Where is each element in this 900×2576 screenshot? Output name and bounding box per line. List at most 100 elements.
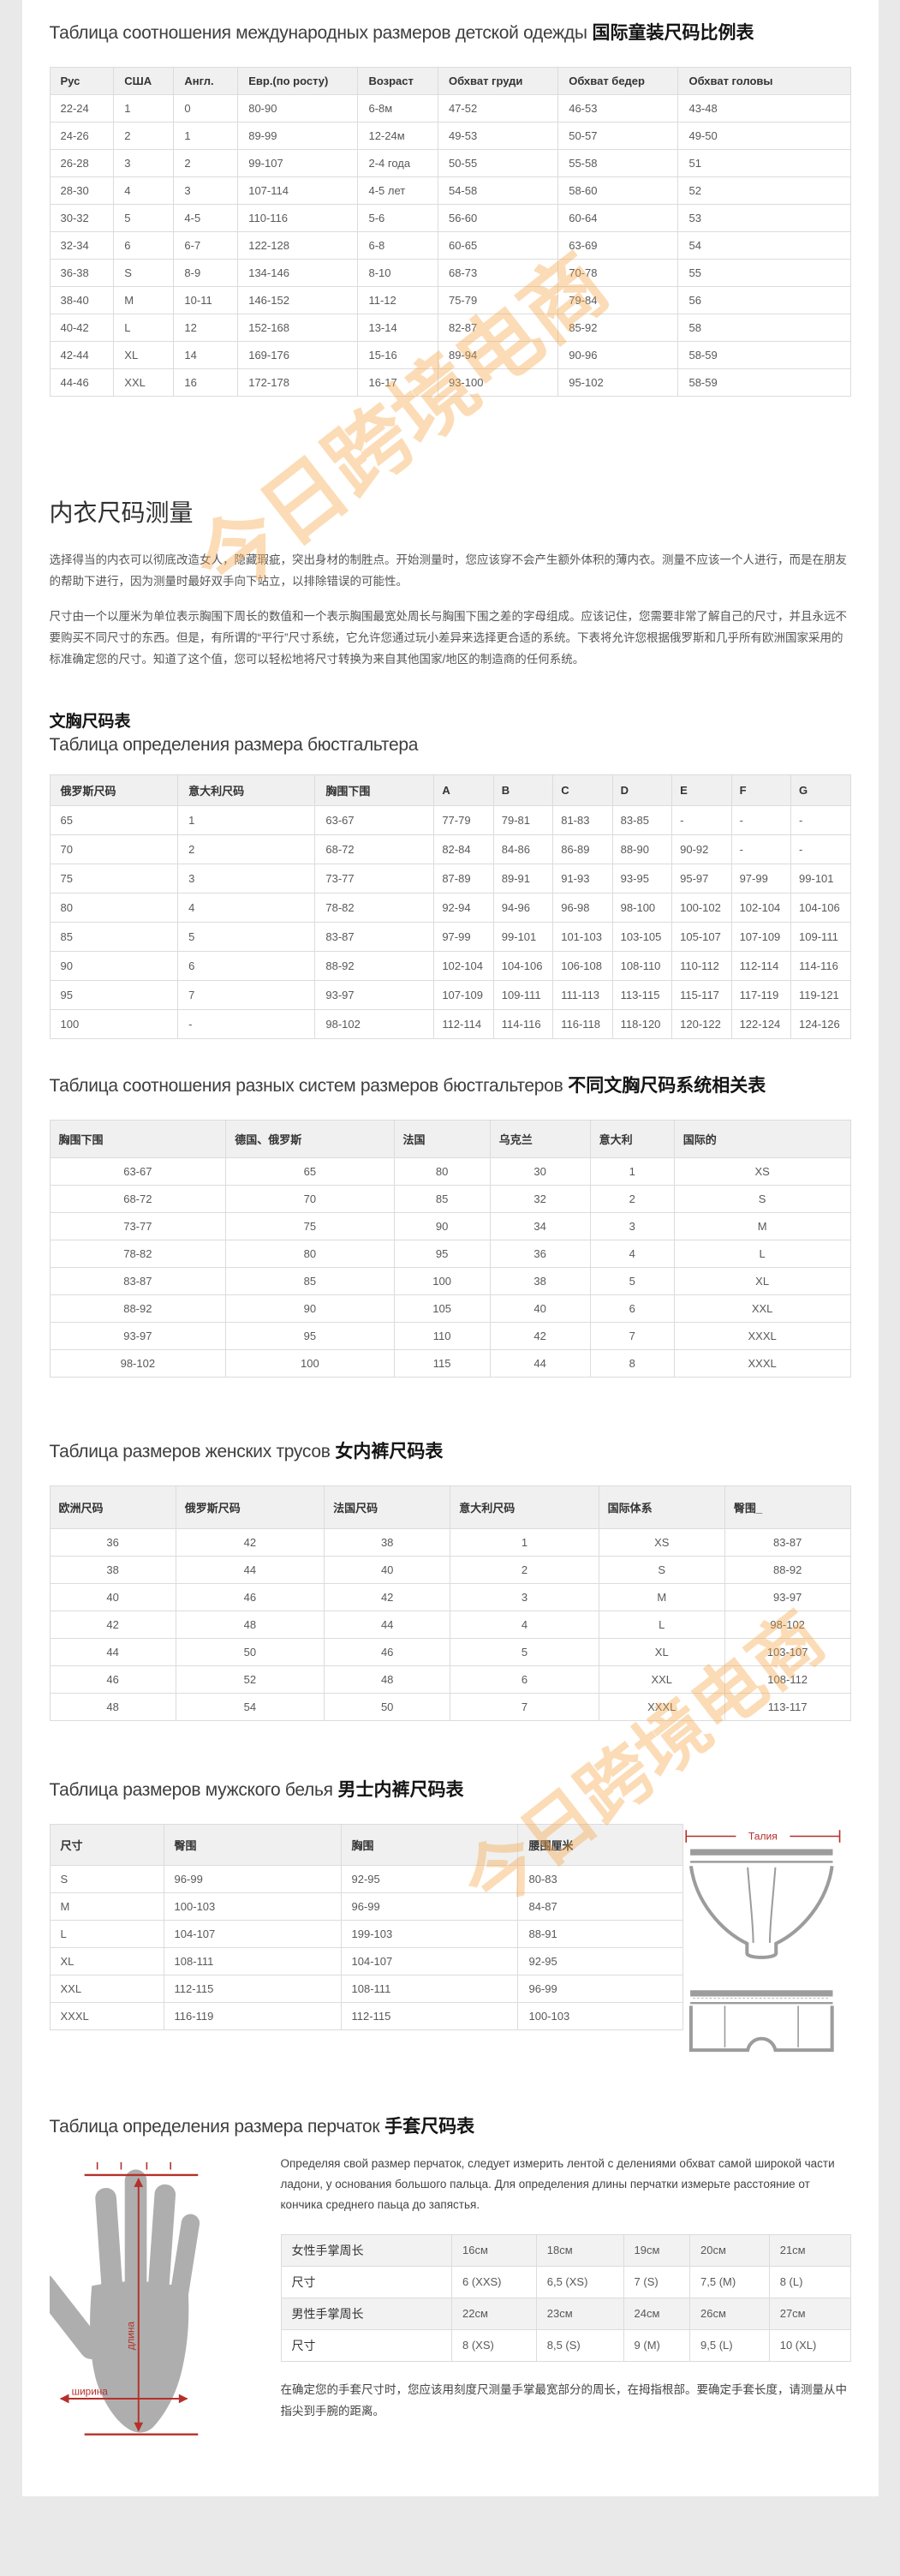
table-row: 93-97 95 110 42 7 XXXL <box>49 1322 851 1350</box>
table-row: 男性手掌周长 22см 23см 24см 26см 27см <box>280 2297 851 2330</box>
cell: 26-28 <box>49 149 115 177</box>
table-row: 73-77 75 90 34 3 M <box>49 1212 851 1240</box>
cell: 4 <box>113 176 175 205</box>
table-row: 42 48 44 4 L 98-102 <box>49 1611 851 1639</box>
cell: 112-115 <box>340 2002 519 2030</box>
cell: 54 <box>677 231 851 260</box>
cell: 90 <box>49 951 179 981</box>
row-label: 尺寸 <box>280 2328 452 2362</box>
cell: 81-83 <box>552 805 613 835</box>
cell: 96-98 <box>552 893 613 923</box>
cell: S <box>673 1185 851 1213</box>
cell: 109-111 <box>790 922 851 952</box>
cell: 49-50 <box>677 122 851 150</box>
cell: 134-146 <box>237 259 359 287</box>
column-header: США <box>113 67 175 95</box>
cell: 3 <box>450 1583 599 1611</box>
hand-measure-diagram: длина ширина <box>49 2161 200 2436</box>
table-row: 38-40 M 10-11 146-152 11-12 75-79 79-84 56 <box>49 286 851 314</box>
table-row: 40 46 42 3 M 93-97 <box>49 1583 851 1611</box>
cell: XL <box>113 341 175 369</box>
column-header: 臀围_ <box>724 1485 851 1529</box>
cell: 103-105 <box>611 922 673 952</box>
cell: 104-106 <box>492 951 554 981</box>
column-header: 俄罗斯尺码 <box>49 774 179 806</box>
column-header: Возраст <box>357 67 438 95</box>
cell: 80 <box>49 893 179 923</box>
kids-title-zh: 国际童装尺码比例表 <box>592 23 754 43</box>
cell: 146-152 <box>237 286 359 314</box>
cell: 34 <box>489 1212 591 1240</box>
cell: 80-90 <box>237 94 359 123</box>
table-row: 80 4 78-82 92-94 94-96 96-98 98-100 100-102 102-… <box>49 893 851 923</box>
cell: 86-89 <box>552 834 613 864</box>
cell: 7,5 (M) <box>689 2265 770 2298</box>
cell: 5 <box>589 1267 675 1295</box>
cell: 99-107 <box>237 149 359 177</box>
cell: 85 <box>49 922 179 952</box>
cell: 105 <box>393 1294 491 1323</box>
column-header: 胸围下围 <box>314 774 435 806</box>
cell: 96-99 <box>517 1975 683 2003</box>
cell: 77-79 <box>433 805 494 835</box>
table-row: 70 2 68-72 82-84 84-86 86-89 88-90 90-92- - <box>49 834 851 864</box>
cell: 107-109 <box>433 980 494 1010</box>
cell: 8 <box>589 1349 675 1378</box>
cell: L <box>113 314 175 342</box>
cell: XXL <box>113 368 175 397</box>
cell: 11-12 <box>357 286 438 314</box>
cell: 44 <box>489 1349 591 1378</box>
table-row: 32-34 6 6-7 122-128 6-8 60-65 63-69 54 <box>49 231 851 260</box>
column-header: B <box>492 774 554 806</box>
row-label: 女性手掌周长 <box>280 2233 452 2267</box>
cell: 0 <box>173 94 239 123</box>
cell: 8 (XS) <box>451 2328 537 2362</box>
cell: 96-99 <box>163 1865 342 1893</box>
cell: 84-86 <box>492 834 554 864</box>
cell: 1 <box>450 1528 599 1557</box>
cell: 50 <box>324 1693 451 1721</box>
cell: 199-103 <box>340 1920 519 1948</box>
cell: 83-87 <box>724 1528 851 1557</box>
table-row: 30-32 5 4-5 110-116 5-6 56-60 60-64 53 <box>49 204 851 232</box>
table-row: 98-102 100 115 44 8 XXXL <box>49 1349 851 1378</box>
cell: 112-114 <box>433 1009 494 1039</box>
column-header: 臀围 <box>163 1824 342 1866</box>
cell: 13-14 <box>357 314 438 342</box>
column-header: Евр.(по росту) <box>237 67 359 95</box>
gloves-section-body: длина ширина Определяя свой размер перча… <box>49 2154 851 2442</box>
cell: 4 <box>589 1240 675 1268</box>
cell: 104-107 <box>163 1920 342 1948</box>
cell: 75 <box>225 1212 395 1240</box>
cell: 92-95 <box>340 1865 519 1893</box>
cell: 110-116 <box>237 204 359 232</box>
cell: L <box>49 1920 164 1948</box>
cell: 95-102 <box>557 368 679 397</box>
table-row: 78-82 80 95 36 4 L <box>49 1240 851 1268</box>
cell: XXL <box>598 1665 725 1694</box>
cell: XL <box>49 1947 164 1975</box>
cell: 4 <box>450 1611 599 1639</box>
cell: 6 (XXS) <box>451 2265 537 2298</box>
cell: 26см <box>689 2297 770 2330</box>
underwear-paragraph-2: 尺寸由一个以厘米为单位表示胸围下周长的数值和一个表示胸围最宽处周长与胸围下围之差… <box>49 610 848 666</box>
cell: 91-93 <box>552 864 613 894</box>
bra-title-ru: Таблица определения размера бюстгальтера <box>49 735 419 755</box>
cell: 3 <box>113 149 175 177</box>
cell: M <box>673 1212 851 1240</box>
cell: XS <box>598 1528 725 1557</box>
cell: 14 <box>173 341 239 369</box>
table-row: 95 7 93-97 107-109 109-111 111-113 113-115 115-… <box>49 980 851 1010</box>
cell: 89-94 <box>437 341 559 369</box>
cell: 119-121 <box>790 980 851 1010</box>
cell: 103-107 <box>724 1638 851 1666</box>
mens-size-table: 尺寸 臀围 胸围 腰围厘米 S 96-99 92-95 80-83 M 100-103 96-99 8… <box>49 1824 683 2030</box>
cell: 108-112 <box>724 1665 851 1694</box>
cell: 75-79 <box>437 286 559 314</box>
header-row: Рус США Англ. Евр.(по росту) Возраст Обхват г… <box>49 67 851 95</box>
cell: 8 (L) <box>768 2265 851 2298</box>
cell: 44 <box>49 1638 176 1666</box>
cell: 36 <box>489 1240 591 1268</box>
cell: 42 <box>324 1583 451 1611</box>
cell: 107-109 <box>730 922 792 952</box>
